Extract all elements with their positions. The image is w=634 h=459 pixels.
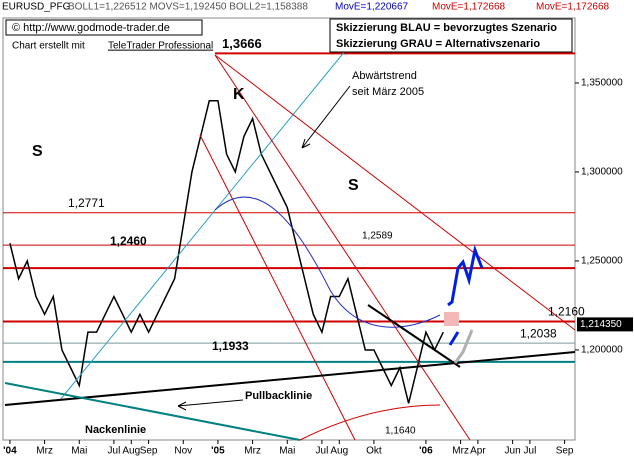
level-label: 1,2589: [362, 231, 393, 242]
level-label: 1,2771: [68, 196, 105, 210]
x-tick-label: Aug: [122, 446, 140, 457]
x-tick-label: Okt: [366, 446, 382, 457]
price-line: [9, 100, 444, 404]
x-tick-label: Mrz: [36, 446, 53, 457]
x-tick-label: Jul: [316, 446, 329, 457]
annotation: Abwärtstrend: [352, 70, 417, 82]
x-tick-label: Aug: [330, 446, 348, 457]
legend-line: Skizzierung BLAU = bevorzugtes Szenario: [336, 22, 557, 34]
move-1: MovE=1,220667: [335, 2, 409, 13]
annotation: S: [348, 177, 359, 194]
symbol: EURUSD_PFG: [2, 2, 71, 13]
level-label: 1,2160: [548, 305, 585, 319]
level-label: 1,2460: [110, 234, 147, 248]
y-tick-label: 1,350000: [581, 78, 623, 89]
move-3: MovE=1,172668: [536, 2, 610, 13]
x-tick-label: Mrz: [244, 446, 261, 457]
x-tick-label: Jul: [108, 446, 121, 457]
x-tick-label: Sep: [140, 446, 158, 457]
annotation: S: [32, 143, 43, 160]
x-tick-label: '05: [211, 446, 225, 457]
annotation: K: [233, 86, 245, 103]
credit: © http://www.godmode-trader.de: [12, 22, 170, 34]
x-tick-label: Nov: [174, 446, 192, 457]
software-note: Chart erstellt mit: [12, 41, 85, 52]
annotation: seit März 2005: [352, 86, 424, 98]
level-label: 1,1933: [212, 339, 249, 353]
level-label: 1,1640: [385, 426, 416, 437]
move-2: MovE=1,172668: [432, 2, 506, 13]
level-label: 1,2038: [520, 326, 557, 340]
trend-lines: [4, 17, 576, 441]
level-label: 1,3666: [222, 36, 262, 51]
x-tick-label: Jun: [505, 446, 521, 457]
y-tick-label: 1,200000: [581, 345, 623, 356]
x-tick-label: Mrz: [452, 446, 469, 457]
annotation: Nackenlinie: [85, 424, 146, 436]
credit-box: [5, 19, 203, 36]
indicators: BOLL1=1,226512 MOVS=1,192450 BOLL2=1,158…: [68, 2, 308, 13]
x-tick-label: Mai: [279, 446, 295, 457]
x-tick-label: Mai: [71, 446, 87, 457]
x-tick-label: '06: [419, 446, 433, 457]
plot-frame: [2, 17, 576, 441]
x-tick-label: Sep: [556, 446, 574, 457]
x-tick-label: Jul: [524, 446, 537, 457]
legend-line: Skizzierung GRAU = Alternativszenario: [336, 38, 540, 50]
software: TeleTrader Professional: [108, 41, 213, 52]
annotation: Pullbacklinie: [245, 390, 312, 402]
y-tick-label: 1,300000: [581, 167, 623, 178]
last-price-box: [577, 317, 633, 332]
x-tick-label: Apr: [470, 446, 486, 457]
legend-box: Skizzierung BLAU = bevorzugtes Szenario …: [329, 18, 573, 53]
last-price-label: 1,214350: [580, 319, 622, 330]
y-tick-label: 1,250000: [581, 256, 623, 267]
x-tick-label: '04: [3, 446, 17, 457]
